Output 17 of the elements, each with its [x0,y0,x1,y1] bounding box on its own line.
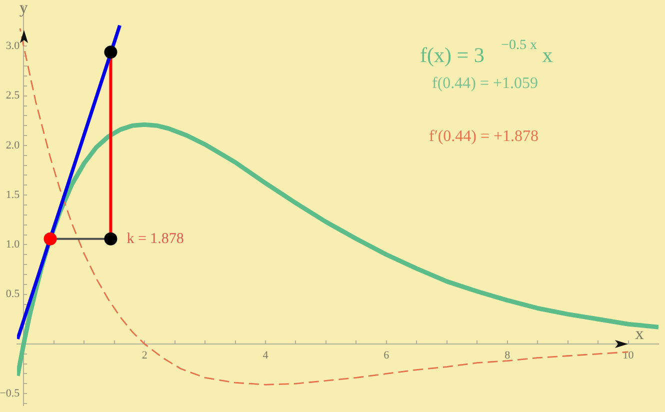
y-tick-label: 2.5 [6,90,20,102]
x-tick-label: 6 [384,349,390,362]
y-tick-label: 1.0 [6,238,20,251]
annotation: f′(0.44) = +1.878 [429,128,539,145]
annotation: k = 1.878 [126,230,184,247]
y-axis-title: y [19,0,28,17]
x-tick-label: 2 [142,349,148,362]
y-tick-label: 3.0 [6,40,20,52]
y-tick-label: 1.5 [6,188,20,201]
y-tick-label: 2.0 [6,139,20,152]
y-tick-label: 0.5 [6,288,20,300]
x-tick-label: 8 [504,349,511,362]
x-axis-title: x [635,324,644,343]
annotation: f(0.44) = +1.059 [432,75,538,92]
annotation: f(x) = 3 −0.5 x x [420,38,554,67]
x-tick-label: 4 [262,349,269,362]
y-tick-label: −0.5 [0,387,20,400]
